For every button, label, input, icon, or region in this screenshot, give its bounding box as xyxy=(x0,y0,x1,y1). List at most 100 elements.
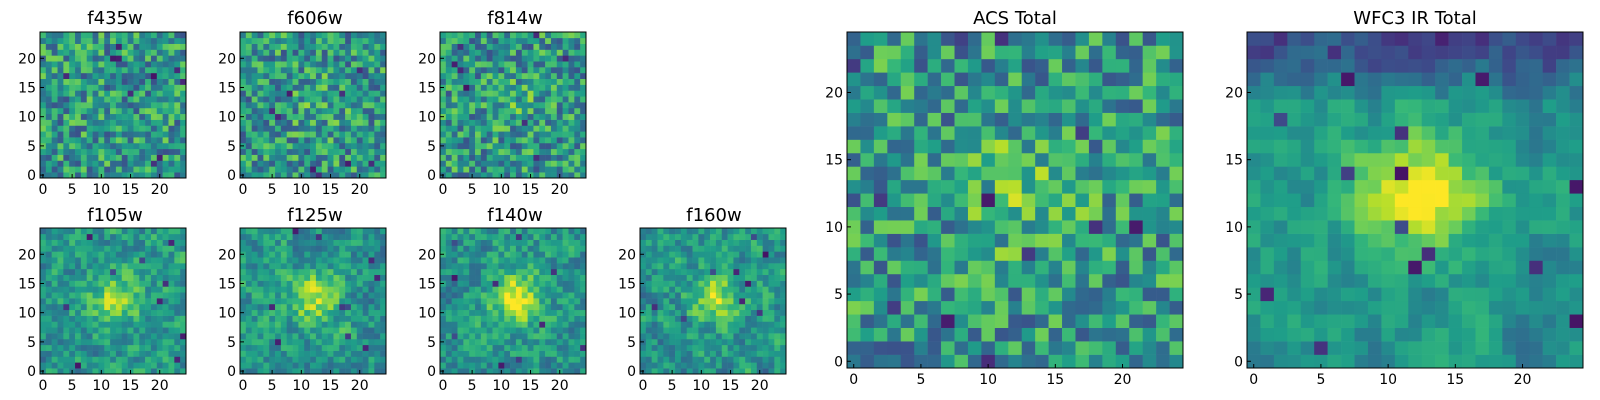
heatmap-cell xyxy=(333,245,340,252)
heatmap-cell xyxy=(539,338,546,346)
heatmap-cell xyxy=(327,303,334,311)
heatmap-cell xyxy=(150,303,158,311)
heatmap-cell xyxy=(251,72,258,80)
heatmap-cell xyxy=(368,72,375,80)
heatmap-cell xyxy=(333,137,340,144)
heatmap-cell xyxy=(492,338,499,346)
heatmap-cell xyxy=(545,107,552,115)
heatmap-cell xyxy=(1088,220,1103,234)
heatmap-cell xyxy=(86,257,93,264)
heatmap-cell xyxy=(1075,287,1090,302)
heatmap-cell xyxy=(780,338,787,346)
heatmap-cell xyxy=(339,245,346,252)
heatmap-cell xyxy=(40,233,47,240)
heatmap-cell xyxy=(1102,126,1117,140)
heatmap-cell xyxy=(304,43,311,50)
heatmap-cell xyxy=(463,172,470,179)
heatmap-cell xyxy=(350,245,358,252)
heatmap-cell xyxy=(574,327,581,334)
heatmap-cell xyxy=(69,350,76,357)
heatmap-cell xyxy=(498,327,505,334)
heatmap-cell xyxy=(774,350,781,357)
heatmap-cell xyxy=(75,72,82,80)
heatmap-cell xyxy=(568,107,575,115)
heatmap-cell xyxy=(150,333,158,340)
heatmap-cell xyxy=(475,327,482,334)
heatmap-cell xyxy=(445,362,452,369)
heatmap-cell xyxy=(686,356,693,363)
heatmap-cell xyxy=(463,333,470,340)
heatmap-cell xyxy=(263,286,270,293)
heatmap-cell xyxy=(104,298,111,305)
panel-title: f140w xyxy=(487,205,542,226)
heatmap-cell xyxy=(847,179,861,194)
heatmap-cell xyxy=(145,333,152,340)
heatmap-cell xyxy=(69,102,76,109)
heatmap-cell xyxy=(994,341,1009,355)
heatmap-cell xyxy=(380,228,387,235)
heatmap-cell xyxy=(1142,287,1157,302)
heatmap-cell xyxy=(162,55,169,62)
heatmap-cell xyxy=(263,78,270,85)
heatmap-cell xyxy=(304,327,311,334)
heatmap-cell xyxy=(1021,287,1036,302)
heatmap-cell xyxy=(133,233,140,240)
heatmap-cell xyxy=(92,303,99,311)
heatmap-cell xyxy=(139,148,146,155)
heatmap-cell xyxy=(651,280,658,287)
heatmap-cell xyxy=(486,125,493,132)
heatmap-cell xyxy=(304,90,311,97)
heatmap-cell xyxy=(51,315,58,322)
heatmap-cell xyxy=(1115,273,1130,288)
heatmap-cell xyxy=(86,333,93,340)
heatmap-cell xyxy=(362,321,369,328)
heatmap-cell xyxy=(315,239,323,246)
heatmap-cell xyxy=(174,356,181,363)
heatmap-cell xyxy=(245,119,252,126)
heatmap-cell xyxy=(45,84,52,91)
heatmap-cell xyxy=(280,321,288,328)
heatmap-cell xyxy=(40,90,47,97)
heatmap-cell xyxy=(568,78,575,85)
heatmap-cell xyxy=(362,55,369,62)
heatmap-cell xyxy=(356,37,363,44)
heatmap-cell xyxy=(733,362,740,369)
heatmap-cell xyxy=(174,239,181,246)
heatmap-cell xyxy=(533,327,540,334)
heatmap-cell xyxy=(686,251,693,258)
heatmap-cell xyxy=(380,286,387,293)
heatmap-cell xyxy=(245,49,252,56)
heatmap-cell xyxy=(498,55,505,62)
heatmap-cell xyxy=(1048,273,1063,288)
heatmap-cell xyxy=(298,96,305,103)
heatmap-cell xyxy=(150,148,158,155)
heatmap-cell xyxy=(457,263,464,270)
heatmap-cell xyxy=(298,356,305,363)
heatmap-cell xyxy=(580,362,587,369)
heatmap-cell xyxy=(539,67,546,74)
heatmap-cell xyxy=(150,49,158,56)
heatmap-cell xyxy=(451,350,458,357)
heatmap-cell xyxy=(486,263,493,270)
heatmap-cell xyxy=(104,90,111,97)
heatmap-cell xyxy=(63,125,70,132)
heatmap-cell xyxy=(692,292,699,299)
heatmap-cell xyxy=(480,55,488,62)
heatmap-cell xyxy=(245,172,252,179)
heatmap-cell xyxy=(556,350,563,357)
heatmap-cell xyxy=(315,344,323,351)
heatmap-cell xyxy=(715,315,723,322)
heatmap-cell xyxy=(545,84,552,91)
heatmap-cell xyxy=(292,49,299,56)
heatmap-cell xyxy=(115,67,123,74)
heatmap-cell xyxy=(280,263,288,270)
heatmap-cell xyxy=(298,142,305,150)
heatmap-cell xyxy=(515,172,523,179)
heatmap-cell xyxy=(967,314,982,328)
heatmap-cell xyxy=(545,125,552,132)
heatmap-cell xyxy=(1156,247,1170,261)
heatmap-cell xyxy=(498,125,505,132)
heatmap-cell xyxy=(168,37,175,44)
heatmap-cell xyxy=(75,172,82,179)
heatmap-cell xyxy=(768,362,775,369)
